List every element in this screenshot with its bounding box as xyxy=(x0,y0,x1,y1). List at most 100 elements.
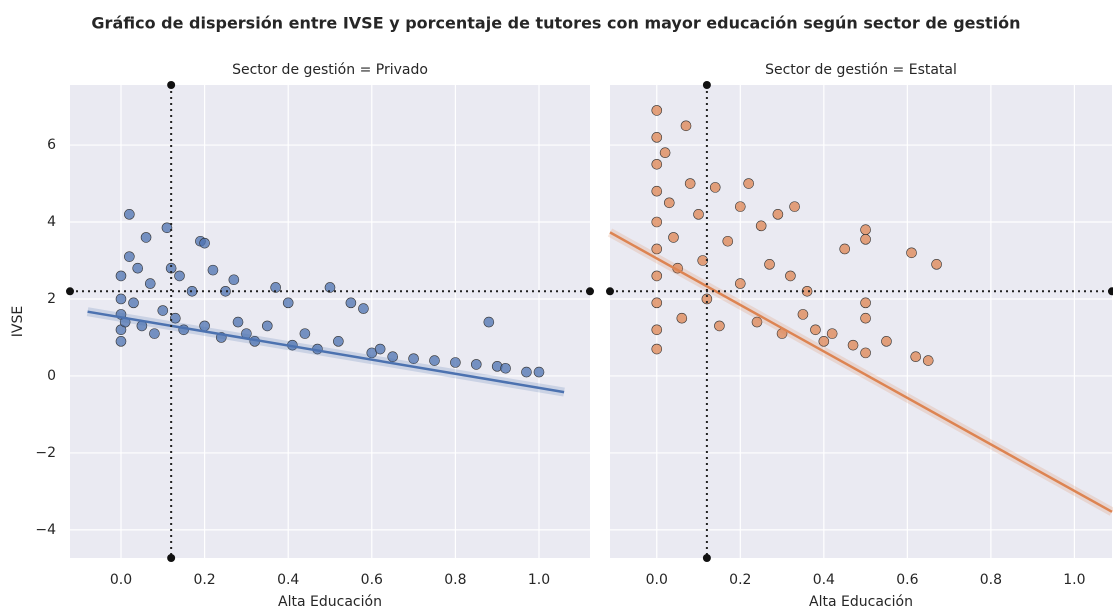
x-tick-label: 0.4 xyxy=(813,572,835,588)
x-tick-label: 0.0 xyxy=(646,572,668,588)
point xyxy=(735,201,746,212)
point xyxy=(785,270,796,282)
point xyxy=(910,351,922,363)
point xyxy=(324,282,336,293)
point xyxy=(299,328,311,339)
x-tick-label: 1.0 xyxy=(528,572,550,588)
point xyxy=(735,278,746,289)
point xyxy=(860,347,871,359)
point xyxy=(755,220,767,232)
x-tick-label: 0.2 xyxy=(193,572,215,588)
point xyxy=(651,216,663,228)
point xyxy=(207,264,219,276)
reference-cap xyxy=(66,287,74,296)
point xyxy=(533,366,545,378)
point xyxy=(751,316,763,328)
point xyxy=(651,105,663,116)
point xyxy=(931,259,942,270)
y-tick-label: −2 xyxy=(35,445,56,461)
y-tick-label: 6 xyxy=(47,137,56,153)
x-tick-label: 0.8 xyxy=(444,572,466,588)
x-tick-label: 0.0 xyxy=(110,572,132,588)
y-tick-label: 4 xyxy=(47,214,56,230)
point xyxy=(174,270,185,282)
point xyxy=(128,297,139,309)
point xyxy=(170,312,181,324)
point xyxy=(140,232,152,243)
y-tick-label: 0 xyxy=(47,368,56,384)
point xyxy=(521,366,532,378)
x-axis-label: Alta Educación xyxy=(809,594,913,610)
point xyxy=(772,209,784,220)
point xyxy=(161,222,173,234)
point xyxy=(261,320,273,332)
point xyxy=(860,224,871,236)
x-tick-label: 1.0 xyxy=(1063,572,1085,588)
point xyxy=(500,362,511,374)
point xyxy=(115,293,127,305)
point xyxy=(651,158,663,170)
point xyxy=(797,309,809,320)
point xyxy=(651,185,663,197)
x-tick-label: 0.2 xyxy=(729,572,751,588)
point xyxy=(345,297,357,309)
point xyxy=(839,243,851,255)
regression-line xyxy=(609,231,1113,513)
point xyxy=(124,251,135,262)
point xyxy=(789,201,800,212)
point xyxy=(743,178,754,189)
point xyxy=(165,262,177,274)
plot-area xyxy=(70,85,590,558)
point xyxy=(132,262,144,274)
reference-cap xyxy=(702,81,711,89)
point xyxy=(764,259,775,270)
point xyxy=(664,197,675,209)
point xyxy=(722,235,734,247)
point xyxy=(651,270,663,282)
point xyxy=(483,316,495,328)
point xyxy=(144,278,156,289)
point xyxy=(826,328,838,339)
point xyxy=(149,328,160,339)
point xyxy=(659,147,671,159)
point xyxy=(684,178,696,189)
point xyxy=(429,355,440,366)
y-tick-label: −4 xyxy=(35,522,56,538)
reference-cap xyxy=(606,287,614,296)
point xyxy=(387,351,399,363)
point xyxy=(333,336,344,347)
reference-cap xyxy=(1108,287,1113,296)
reference-cap xyxy=(167,554,176,562)
point xyxy=(693,209,704,220)
point xyxy=(881,336,892,347)
point xyxy=(651,343,663,355)
point xyxy=(124,209,135,220)
point xyxy=(818,336,830,347)
point xyxy=(228,274,240,286)
point xyxy=(676,312,688,324)
point xyxy=(374,343,386,355)
point xyxy=(471,359,482,370)
regression-line xyxy=(87,310,565,394)
y-tick-label: 2 xyxy=(47,291,56,307)
x-tick-label: 0.8 xyxy=(980,572,1002,588)
panel-title: Sector de gestión = Privado xyxy=(232,62,428,78)
point xyxy=(199,237,210,249)
plot-area xyxy=(610,85,1112,558)
point xyxy=(115,336,127,347)
point xyxy=(651,297,663,309)
x-axis-label: Alta Educación xyxy=(278,594,382,610)
point xyxy=(186,285,198,297)
point xyxy=(709,182,721,193)
point xyxy=(714,320,725,332)
reference-cap xyxy=(167,81,176,89)
chart-title: Gráfico de dispersión entre IVSE y porce… xyxy=(91,14,1020,33)
point xyxy=(157,305,169,316)
point xyxy=(847,339,859,351)
panel-title: Sector de gestión = Estatal xyxy=(765,62,957,78)
point xyxy=(408,353,419,364)
point xyxy=(922,355,934,366)
point xyxy=(680,120,692,132)
point xyxy=(450,357,461,368)
